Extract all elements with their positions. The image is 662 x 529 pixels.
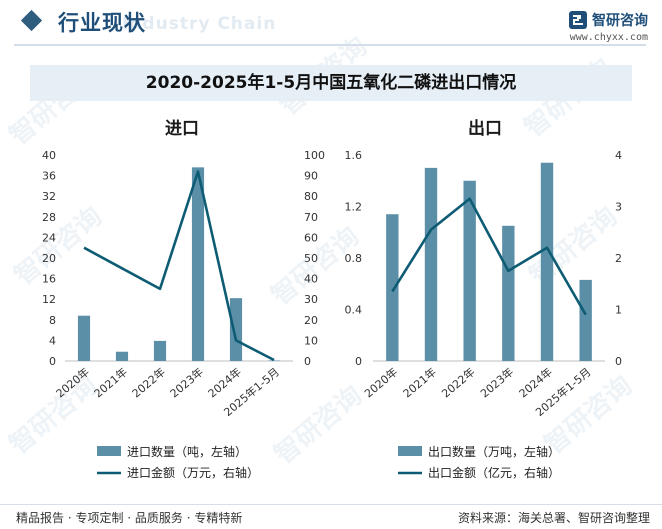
left-axis-tick: 16 <box>42 273 56 286</box>
bar-import-3 <box>191 167 205 361</box>
right-axis-tick: 20 <box>304 314 318 327</box>
right-axis-tick: 80 <box>304 190 318 203</box>
legend-label-bar: 出口数量（万吨，左轴） <box>428 444 560 459</box>
left-axis-tick: 1.6 <box>345 149 363 162</box>
footer-source: 资料来源：海关总署、智研咨询整理 <box>457 511 650 525</box>
bar-import-2 <box>153 340 167 361</box>
right-axis-tick: 2 <box>615 252 622 265</box>
line-series-import <box>83 170 275 362</box>
category-label: 2023年 <box>477 365 516 401</box>
footer: 精品报告 · 专项定制 · 品质服务 · 专精特新 资料来源：海关总署、智研咨询… <box>0 504 662 529</box>
bar-export-1 <box>424 167 438 361</box>
right-axis-tick: 1 <box>615 304 622 317</box>
bar-import-0 <box>77 315 91 361</box>
line-series-export <box>391 197 587 316</box>
right-axis-tick: 100 <box>304 149 325 162</box>
category-label: 2020年 <box>361 365 400 401</box>
right-axis-tick: 0 <box>615 355 622 368</box>
section-title: 行业现状 <box>58 11 146 35</box>
bar-export-3 <box>502 225 515 361</box>
right-axis-tick: 50 <box>304 252 318 265</box>
brand: 智研咨询 www.chyxx.com <box>568 10 648 43</box>
left-axis-tick: 8 <box>49 314 56 327</box>
right-axis-tick: 60 <box>304 231 318 244</box>
ghost-text: Industry Chain <box>122 14 277 34</box>
legend-label-line: 出口金额（亿元，右轴） <box>428 465 560 480</box>
left-axis-tick: 0 <box>49 355 56 368</box>
legend-swatch-bar <box>97 446 121 456</box>
bar-export-5 <box>579 279 592 361</box>
category-label: 2021年 <box>400 365 439 401</box>
category-label: 2020年 <box>53 365 92 401</box>
left-axis-tick: 4 <box>49 334 56 347</box>
left-axis-tick: 24 <box>42 231 56 244</box>
right-axis-tick: 3 <box>615 201 622 214</box>
header-divider <box>14 44 646 46</box>
category-label: 2021年 <box>91 365 130 401</box>
left-axis-tick: 32 <box>42 190 56 203</box>
category-label: 2022年 <box>129 365 168 401</box>
page-header: Industry Chain 行业现状 <box>0 0 662 46</box>
right-axis-tick: 0 <box>304 355 311 368</box>
panel-title-export: 出口 <box>468 118 502 139</box>
category-label: 2023年 <box>167 365 206 401</box>
bar-export-0 <box>386 214 399 361</box>
left-axis-tick: 0.4 <box>345 304 363 317</box>
chart-main-title: 2020-2025年1-5月中国五氧化二磷进出口情况 <box>30 65 632 101</box>
legend-label-line: 进口金额（万元，右轴） <box>127 465 259 480</box>
left-axis-tick: 12 <box>42 293 56 306</box>
left-axis-tick: 0.8 <box>345 252 363 265</box>
bar-import-5 <box>267 360 281 361</box>
left-axis-tick: 40 <box>42 149 56 162</box>
brand-url: www.chyxx.com <box>569 32 648 43</box>
left-axis-tick: 1.2 <box>345 201 363 214</box>
brand-name: 智研咨询 <box>592 13 648 29</box>
right-axis-tick: 40 <box>304 273 318 286</box>
bar-export-2 <box>463 180 476 361</box>
right-axis-tick: 4 <box>615 149 622 162</box>
logo-icon <box>569 11 587 29</box>
panel-title-import: 进口 <box>165 119 199 139</box>
bar-export-4 <box>540 162 554 361</box>
right-axis-tick: 70 <box>304 211 318 224</box>
right-axis-tick: 30 <box>304 293 318 306</box>
bar-import-1 <box>115 351 129 361</box>
left-axis-tick: 0 <box>355 355 362 368</box>
left-axis-tick: 36 <box>42 170 56 183</box>
left-axis-tick: 28 <box>42 211 56 224</box>
category-label: 2022年 <box>439 365 478 401</box>
legend-label-bar: 进口数量（吨，左轴） <box>127 444 247 459</box>
left-axis-tick: 20 <box>42 252 56 265</box>
right-axis-tick: 10 <box>304 334 318 347</box>
bar-import-4 <box>229 298 243 361</box>
footer-slogan: 精品报告 · 专项定制 · 品质服务 · 专精特新 <box>16 511 243 525</box>
right-axis-tick: 90 <box>304 170 318 183</box>
legend-swatch-bar <box>398 446 422 456</box>
